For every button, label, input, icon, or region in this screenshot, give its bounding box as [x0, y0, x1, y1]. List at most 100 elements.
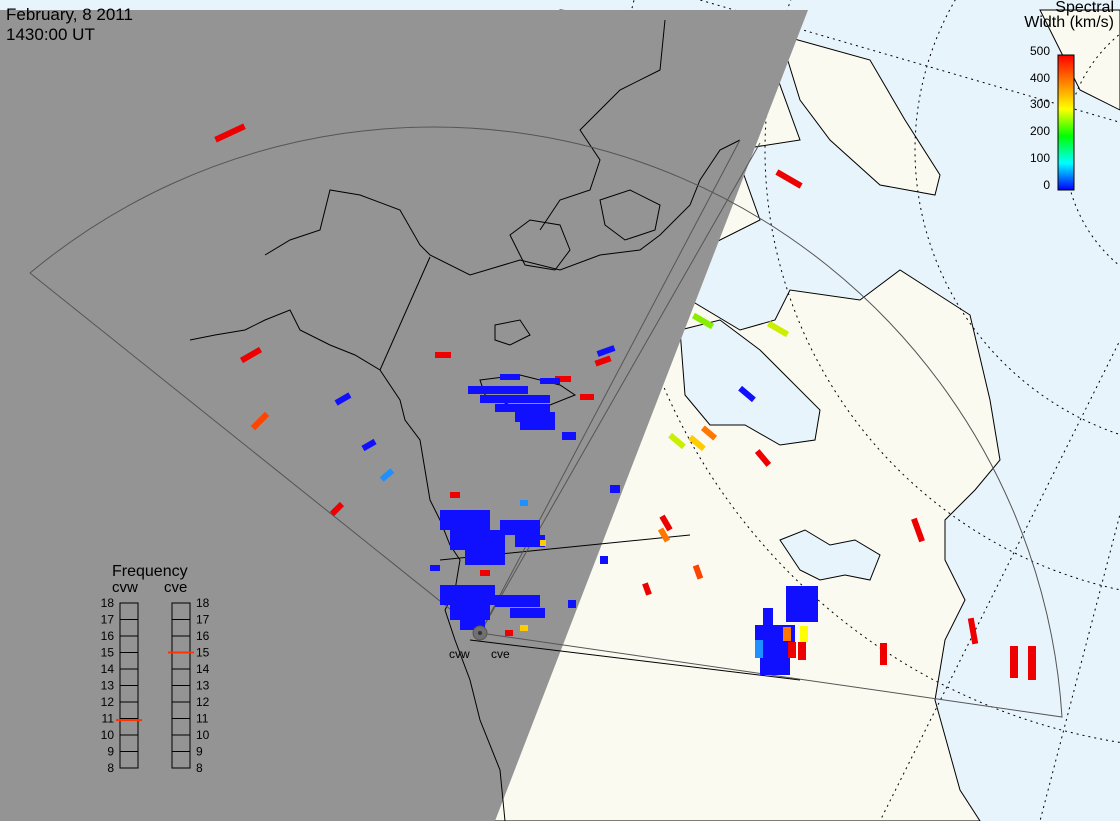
scatter-cell: [361, 438, 377, 452]
plot-date: February, 8 2011: [6, 5, 133, 24]
coast-islands-3: [599, 189, 661, 241]
scatter-cell: [596, 345, 616, 357]
scatter-cell: [642, 582, 652, 596]
scatter-cell: [495, 595, 540, 607]
scatter-cell: [505, 630, 513, 636]
scatter-cell: [515, 535, 545, 547]
fov-beam-edge: [479, 139, 741, 634]
colorbar-title-line2: Width (km/s): [1024, 14, 1114, 31]
scatter-cell: [510, 608, 545, 618]
scatter-cell: [1010, 646, 1018, 678]
scatter-cell: [763, 608, 773, 628]
scatter-cell: [659, 514, 673, 532]
fov-beam-edge: [479, 142, 761, 634]
scatter-cell: [435, 352, 451, 358]
scatter-cell: [760, 645, 790, 675]
scatter-cell: [788, 642, 796, 658]
scatter-cluster: [430, 485, 620, 630]
scatter-cell: [500, 520, 540, 535]
scatter-cell: [580, 394, 594, 400]
scatter-cell: [766, 320, 790, 338]
frequency-tick-label: 16: [101, 629, 115, 643]
frequency-tick-label: 12: [196, 695, 210, 709]
grid-circle: [914, 0, 1120, 436]
scatter-cluster: [468, 374, 560, 430]
land-baffin: [779, 34, 941, 196]
scatter-cell: [500, 374, 520, 380]
scatter-cell: [468, 386, 528, 394]
scatter-cells: [214, 123, 1036, 680]
scatter-cell: [495, 404, 550, 412]
frequency-tick-label: 8: [196, 761, 203, 775]
hudson-bay: [679, 319, 821, 446]
border-us-mexico: [469, 639, 801, 681]
grid-meridian: [879, 339, 1120, 821]
colorbar-tick-label: 400: [1030, 71, 1050, 85]
scatter-cell: [600, 556, 608, 564]
scatter-cell: [800, 626, 808, 642]
scatter-cell: [515, 412, 555, 422]
frequency-radar-label-cvw: cvw: [112, 579, 138, 596]
scatter-cell: [783, 627, 791, 641]
frequency-radar-label-cve: cve: [164, 579, 187, 596]
colorbar-tick-label: 100: [1030, 151, 1050, 165]
scatter-cell: [430, 565, 440, 571]
frequency-tick-label: 18: [101, 596, 115, 610]
scatter-cell: [540, 378, 560, 384]
day-water: [679, 319, 881, 581]
colorbar-ticks: 500 400 300 200 100 0: [1030, 44, 1050, 192]
fov-outline: [29, 126, 1063, 718]
scatter-cell: [480, 395, 550, 403]
scatter-cell: [594, 355, 612, 367]
scatter-cell: [520, 625, 528, 631]
scatter-cell: [250, 411, 270, 431]
colorbar-title: Spectral Width (km/s): [1024, 0, 1114, 31]
scatter-cell: [688, 434, 706, 452]
frequency-tick-label: 18: [196, 596, 210, 610]
scatter-cell: [568, 600, 576, 608]
scatter-cell: [214, 123, 246, 143]
frequency-tick-label: 13: [101, 679, 115, 693]
scatter-cluster: [755, 586, 818, 675]
scatter-cell: [786, 586, 818, 622]
radar-label-cve: cve: [491, 647, 510, 661]
scatter-cell: [668, 432, 686, 450]
colorbar-tick-label: 200: [1030, 124, 1050, 138]
frequency-tick-label: 10: [196, 728, 210, 742]
coast-west: [444, 609, 506, 821]
scatter-cell: [692, 564, 704, 580]
coast-island-4: [494, 319, 531, 346]
scatter-cell: [239, 346, 263, 364]
scatter-cell: [700, 425, 718, 441]
coast-islands-2: [509, 219, 571, 271]
frequency-tick-label: 15: [101, 646, 115, 660]
coast-arctic-islands: [539, 19, 666, 231]
scatter-cell: [775, 169, 803, 189]
colorbar-gradient: [1057, 54, 1075, 191]
scatter-cell: [967, 617, 979, 645]
radar-label-cvw: cvw: [449, 647, 470, 661]
frequency-tick-label: 9: [196, 745, 203, 759]
radar-site-center: [478, 631, 482, 635]
scatter-cell: [555, 376, 571, 382]
colorbar-tick-label: 500: [1030, 44, 1050, 58]
frequency-tick-label: 13: [196, 679, 210, 693]
frequency-scale-ticks: 18 18 17 17 16 16 15 15 14 14 13 13 12 12 11 11 10 10 9 9 8 8: [101, 596, 210, 775]
frequency-tick-label: 11: [196, 712, 209, 726]
scatter-cell: [738, 385, 756, 403]
scatter-cell: [755, 640, 763, 658]
scatter-cell: [520, 500, 528, 506]
scatter-cell: [465, 550, 505, 565]
scatter-cell: [911, 517, 925, 543]
frequency-tick-label: 15: [196, 646, 210, 660]
scatter-cell: [691, 312, 715, 330]
border-alaska-canada: [379, 256, 431, 371]
scatter-cell: [520, 422, 555, 430]
frequency-tick-label: 17: [101, 613, 115, 627]
radar-fov: [29, 126, 1063, 718]
scatter-cell: [610, 485, 620, 493]
scatter-cell: [540, 540, 546, 546]
scatter-cell: [329, 501, 345, 517]
scatter-cell: [450, 530, 505, 550]
